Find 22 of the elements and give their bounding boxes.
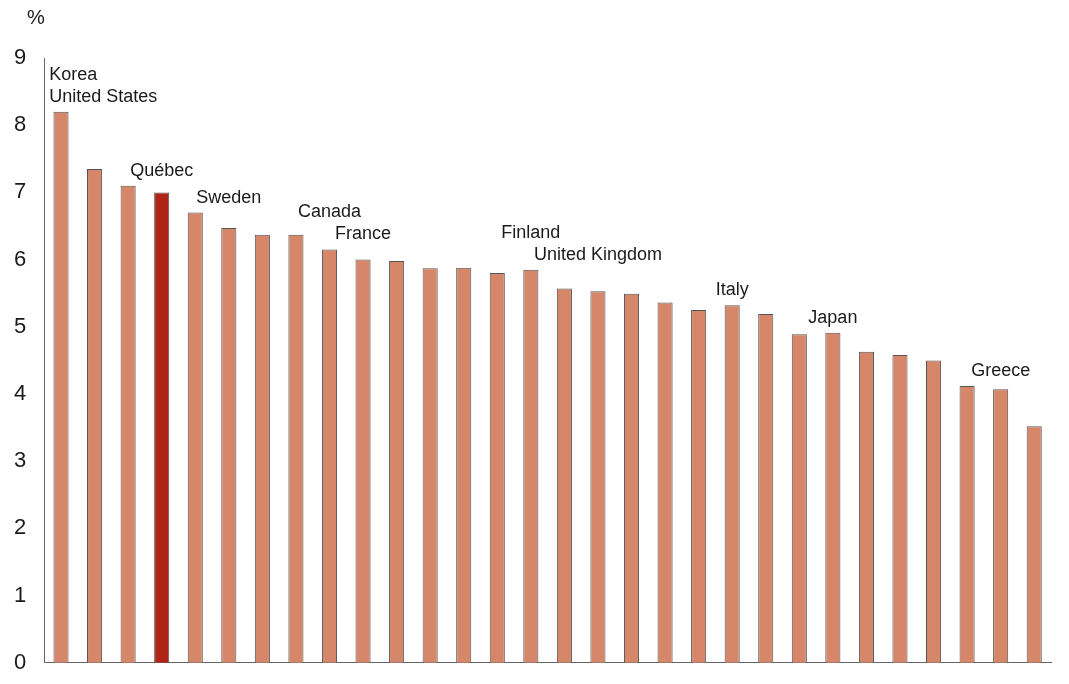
y-tick-label: 6 (13, 245, 27, 271)
x-tick-label: France (335, 223, 392, 244)
x-tick-label: Japan (808, 306, 858, 327)
y-tick-label: 9 (13, 44, 27, 70)
x-tick-label: Italy (715, 279, 749, 300)
y-tick-label: 1 (13, 581, 27, 607)
y-tick-label: 7 (13, 178, 27, 204)
x-tick-label: Canada (297, 201, 362, 222)
x-tick-label: Finland (501, 221, 561, 242)
y-tick-label: 4 (13, 380, 27, 406)
x-tick-label: United Kingdom (533, 243, 662, 264)
y-tick-label: 8 (13, 111, 27, 137)
y-tick-label: 0 (13, 648, 27, 674)
y-tick-label: 2 (13, 514, 27, 540)
x-tick-label: Greece (971, 359, 1031, 380)
y-tick-label: 5 (13, 312, 27, 338)
x-tick-label: Québec (130, 159, 194, 180)
x-tick-label: United States (49, 85, 158, 106)
y-axis-title: % (27, 5, 46, 28)
x-tick-label: Korea (49, 63, 99, 84)
y-tick-label: 3 (13, 447, 27, 473)
x-tick-label: Sweden (196, 186, 262, 207)
